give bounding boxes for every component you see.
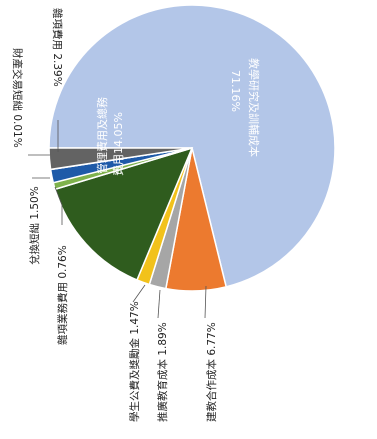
- leader-line-scholarship: [132, 284, 146, 303]
- label-fx: 兌換短絀 1.50%: [28, 186, 41, 265]
- slice-labels: 教學研究及訓輔成本 71.16% 管理費用及總務 費用14.05% 建教合作成本…: [11, 8, 261, 422]
- leader-lines: [28, 120, 207, 319]
- value-mgmt: 費用14.05%: [111, 112, 125, 176]
- pie-slice-8: [48, 147, 193, 171]
- label-asset: 財產交易短絀 0.01%: [11, 48, 24, 148]
- pie-slice-4: [54, 146, 194, 281]
- label-mgmt: 管理費用及總務: [95, 97, 109, 174]
- label-scholarship: 學生公費及獎勵金 1.47%: [128, 301, 141, 422]
- pie-slices: [48, 4, 336, 292]
- value-teaching: 71.16%: [229, 70, 242, 112]
- label-extension: 推廣教育成本 1.89%: [156, 322, 169, 422]
- label-misc: 雜項費用 2.39%: [51, 8, 64, 87]
- leader-line-coop: [204, 285, 207, 319]
- pie-slice-0: [48, 4, 336, 288]
- leader-line-misc-business: [54, 186, 63, 225]
- label-misc-business: 雜項業務費用 0.76%: [56, 245, 69, 345]
- label-coop: 建教合作成本 6.77%: [205, 322, 218, 422]
- leader-line-extension: [157, 289, 161, 319]
- label-teaching: 教學研究及訓輔成本: [247, 58, 261, 157]
